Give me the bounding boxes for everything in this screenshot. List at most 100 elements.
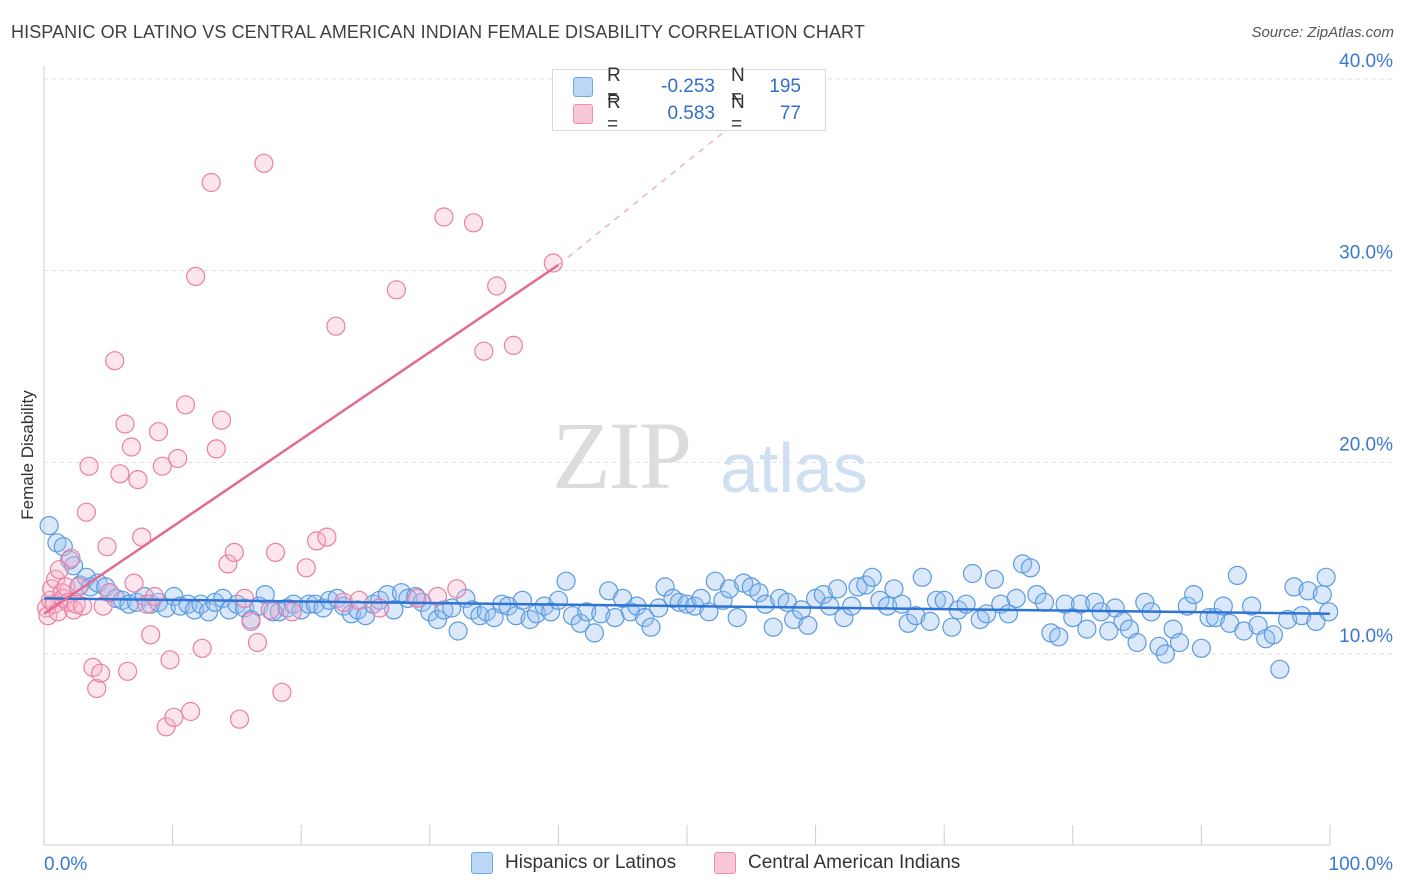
hispanic-point (1319, 602, 1339, 622)
central-american-point (218, 554, 238, 574)
y-tick-label: 30.0% (1339, 243, 1393, 264)
hispanic-point (920, 611, 940, 632)
central-american-point (447, 579, 467, 599)
central-american-point (181, 701, 201, 722)
central-american-point (148, 422, 169, 442)
hispanic-point (1263, 625, 1284, 645)
central-american-point (164, 707, 184, 727)
hispanic-point (319, 590, 340, 610)
hispanic-point (541, 602, 561, 622)
central-american-point (201, 172, 221, 193)
hispanic-point (755, 594, 776, 614)
legend-swatch-hispanic (573, 77, 593, 97)
hispanic-point (798, 615, 818, 635)
central-american-point (206, 439, 226, 459)
central-american-point (79, 456, 99, 476)
hispanic-point (448, 621, 468, 641)
hispanic-point (848, 577, 868, 597)
hispanic-point (1316, 567, 1336, 587)
central-american-point (49, 560, 70, 580)
hispanic-point (841, 596, 862, 616)
legend-row-central-american: R = 0.583 N = 77 (573, 92, 801, 135)
central-american-point (349, 590, 369, 610)
central-american-point (168, 448, 188, 469)
hispanic-point (1155, 644, 1176, 664)
central-american-point (260, 600, 280, 620)
hispanic-point (813, 584, 833, 605)
central-american-point (105, 351, 125, 371)
hispanic-point (1277, 609, 1298, 630)
hispanic-point (984, 569, 1005, 589)
hispanic-point (1099, 621, 1119, 641)
hispanic-point (655, 577, 675, 597)
series-swatch-hispanic (471, 852, 493, 874)
hispanic-point (1006, 588, 1026, 609)
hispanic-point (134, 586, 154, 607)
hispanic-point (1184, 584, 1204, 605)
central-american-point (296, 558, 316, 578)
hispanic-point (512, 590, 533, 610)
central-american-point (90, 663, 111, 683)
legend-n-label: N = (731, 92, 745, 135)
hispanic-point (1292, 606, 1312, 626)
series-legend: Hispanics or Latinos Central American In… (0, 852, 1406, 878)
central-american-point (265, 542, 286, 563)
y-tick-label: 40.0% (1339, 51, 1393, 72)
central-american-point (543, 253, 563, 273)
hispanic-point (384, 600, 404, 620)
central-american-point (434, 207, 454, 227)
central-american-point (110, 464, 130, 484)
hispanic-point (898, 613, 918, 633)
central-american-point (211, 410, 232, 430)
legend-row-hispanic: R = -0.253 N = 195 (573, 65, 801, 108)
legend-r-value: 0.583 (667, 103, 715, 124)
legend-r-value: -0.253 (661, 76, 715, 97)
hispanic-point (884, 579, 904, 599)
central-american-point (224, 542, 244, 563)
hispanic-trend-line (43, 597, 1331, 615)
series-label-hispanic: Hispanics or Latinos (505, 852, 677, 873)
chart-title: HISPANIC OR LATINO VS CENTRAL AMERICAN I… (11, 22, 865, 42)
y-tick-label: 20.0% (1339, 434, 1393, 455)
hispanic-point (199, 602, 219, 622)
hispanic-point (713, 590, 733, 610)
hispanic-point (1213, 596, 1233, 616)
central-american-point (117, 661, 138, 681)
series-legend-item-central-american[interactable]: Central American Indians (714, 852, 960, 874)
hispanic-point (1034, 592, 1055, 612)
x-tick-label-min: 0.0% (44, 854, 87, 875)
hispanic-point (727, 607, 747, 628)
hispanic-point (677, 594, 697, 614)
central-american-trend-extension (557, 78, 791, 266)
legend-n-value: 195 (769, 76, 801, 97)
hispanic-point (1169, 632, 1190, 653)
hispanic-point (719, 579, 740, 599)
hispanic-point (39, 515, 59, 536)
watermark-zip: ZIP (552, 402, 692, 509)
hispanic-point (577, 602, 597, 622)
hispanic-point (1020, 558, 1041, 578)
central-american-point (61, 548, 81, 568)
legend-n-label: N = (731, 65, 745, 108)
central-american-point (87, 678, 107, 699)
central-american-point (97, 537, 117, 557)
hispanic-point (1077, 619, 1097, 639)
central-american-point (241, 611, 261, 632)
central-american-point (487, 276, 507, 296)
correlation-legend: R = -0.253 N = 195 R = 0.583 N = 77 (552, 65, 826, 135)
central-american-point (115, 414, 135, 434)
hispanic-point (1070, 594, 1091, 614)
central-american-point (160, 650, 180, 670)
hispanic-point (862, 567, 882, 587)
central-american-point (474, 341, 494, 361)
hispanic-point (962, 563, 983, 584)
legend-n-value: 77 (779, 103, 801, 124)
central-american-point (128, 470, 148, 490)
central-american-point (152, 456, 172, 476)
hispanic-point (562, 606, 583, 626)
central-american-point (317, 527, 337, 547)
series-legend-item-hispanic[interactable]: Hispanics or Latinos (471, 852, 676, 874)
legend-swatch-central-american (573, 104, 593, 124)
hispanic-point (1177, 596, 1197, 616)
